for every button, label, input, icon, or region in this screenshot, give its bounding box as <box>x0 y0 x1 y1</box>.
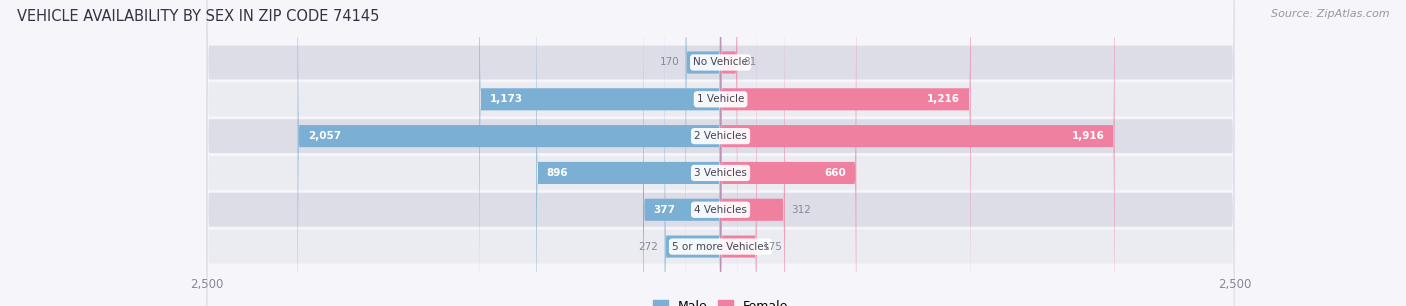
Text: 175: 175 <box>762 241 783 252</box>
FancyBboxPatch shape <box>479 0 721 306</box>
Text: 1,173: 1,173 <box>489 94 523 104</box>
FancyBboxPatch shape <box>721 0 785 306</box>
FancyBboxPatch shape <box>665 0 721 306</box>
FancyBboxPatch shape <box>643 0 721 306</box>
Text: 5 or more Vehicles: 5 or more Vehicles <box>672 241 769 252</box>
Text: 3 Vehicles: 3 Vehicles <box>695 168 747 178</box>
Text: 2,057: 2,057 <box>308 131 342 141</box>
Text: 1,916: 1,916 <box>1071 131 1104 141</box>
Text: VEHICLE AVAILABILITY BY SEX IN ZIP CODE 74145: VEHICLE AVAILABILITY BY SEX IN ZIP CODE … <box>17 9 380 24</box>
FancyBboxPatch shape <box>207 0 1234 306</box>
Text: 81: 81 <box>744 58 756 68</box>
Text: 1,216: 1,216 <box>928 94 960 104</box>
Text: No Vehicle: No Vehicle <box>693 58 748 68</box>
Text: 377: 377 <box>654 205 675 215</box>
FancyBboxPatch shape <box>207 0 1234 306</box>
Text: 272: 272 <box>638 241 658 252</box>
FancyBboxPatch shape <box>207 0 1234 306</box>
FancyBboxPatch shape <box>298 0 721 306</box>
Text: 660: 660 <box>824 168 846 178</box>
FancyBboxPatch shape <box>207 0 1234 306</box>
FancyBboxPatch shape <box>686 0 721 306</box>
FancyBboxPatch shape <box>721 0 970 306</box>
Text: 312: 312 <box>792 205 811 215</box>
Text: Source: ZipAtlas.com: Source: ZipAtlas.com <box>1271 9 1389 19</box>
FancyBboxPatch shape <box>721 0 756 306</box>
FancyBboxPatch shape <box>721 0 1115 306</box>
Legend: Male, Female: Male, Female <box>648 295 793 306</box>
Text: 2 Vehicles: 2 Vehicles <box>695 131 747 141</box>
FancyBboxPatch shape <box>721 0 856 306</box>
Text: 1 Vehicle: 1 Vehicle <box>697 94 744 104</box>
FancyBboxPatch shape <box>207 0 1234 306</box>
FancyBboxPatch shape <box>721 0 737 306</box>
FancyBboxPatch shape <box>207 0 1234 306</box>
Text: 4 Vehicles: 4 Vehicles <box>695 205 747 215</box>
FancyBboxPatch shape <box>536 0 721 306</box>
Text: 170: 170 <box>659 58 679 68</box>
Text: 896: 896 <box>547 168 568 178</box>
